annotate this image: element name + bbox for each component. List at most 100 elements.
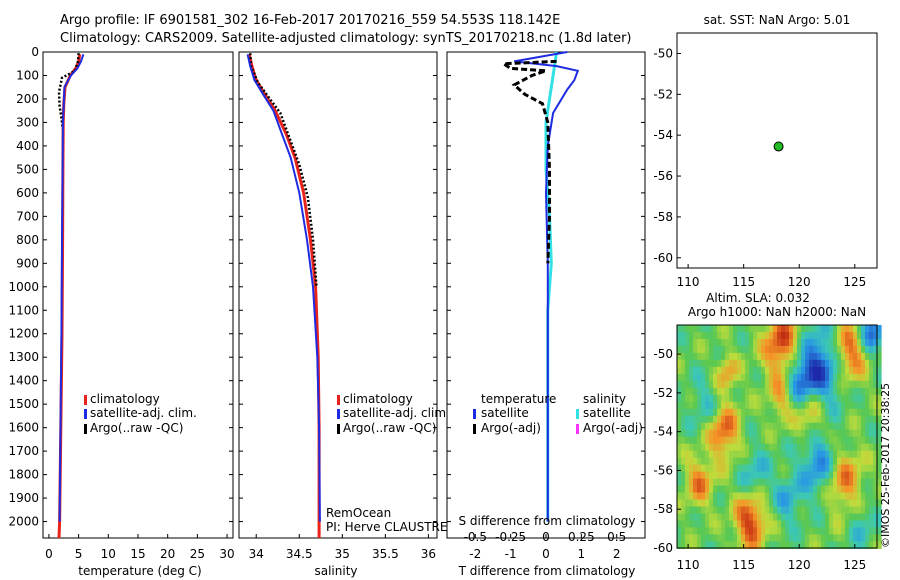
sla-cell bbox=[805, 534, 810, 542]
sla-cell bbox=[825, 373, 830, 382]
sla-cell bbox=[721, 339, 726, 347]
sla-cell bbox=[809, 492, 814, 501]
sla-cell bbox=[733, 513, 738, 522]
sla-cell bbox=[809, 436, 814, 445]
sla-cell bbox=[865, 408, 870, 417]
sla-cell bbox=[725, 352, 730, 361]
sla-cell bbox=[713, 457, 718, 466]
sla-cell bbox=[861, 499, 866, 508]
depth-tick-label: 600 bbox=[16, 186, 39, 200]
sla-cell bbox=[765, 415, 770, 424]
sla-cell bbox=[821, 325, 826, 333]
legend-swatch bbox=[337, 409, 340, 419]
sla-cell bbox=[733, 506, 738, 515]
sla-cell bbox=[793, 527, 798, 535]
sla-cell bbox=[797, 520, 802, 529]
sla-cell bbox=[769, 492, 774, 501]
sla-cell bbox=[869, 471, 874, 480]
sla-cell bbox=[857, 401, 862, 410]
sla-cell bbox=[713, 332, 718, 340]
sla-cell bbox=[733, 436, 738, 445]
sla-cell bbox=[761, 380, 766, 389]
sla-cell bbox=[689, 471, 694, 480]
sla-cell bbox=[773, 492, 778, 501]
sla-cell bbox=[717, 332, 722, 340]
sla-cell bbox=[857, 492, 862, 501]
sla-cell bbox=[821, 429, 826, 438]
sla-cell bbox=[693, 345, 698, 354]
sla-cell bbox=[841, 520, 846, 529]
sla-cell bbox=[789, 422, 794, 431]
sla-cell bbox=[725, 339, 730, 347]
sla-cell bbox=[749, 492, 754, 501]
x-tick-label: -1 bbox=[505, 547, 517, 561]
sla-cell bbox=[713, 325, 718, 333]
sla-cell bbox=[753, 485, 758, 494]
sla-cell bbox=[769, 534, 774, 542]
sla-cell bbox=[713, 394, 718, 403]
sla-cell bbox=[821, 394, 826, 403]
sla-cell bbox=[813, 464, 818, 473]
sla-cell bbox=[845, 485, 850, 494]
sla-cell bbox=[705, 359, 710, 368]
sla-cell bbox=[677, 345, 682, 354]
sla-cell bbox=[809, 373, 814, 382]
sla-cell bbox=[749, 471, 754, 480]
sla-cell bbox=[765, 408, 770, 417]
sla-cell bbox=[741, 436, 746, 445]
sla-cell bbox=[757, 332, 762, 340]
sla-cell bbox=[873, 429, 878, 438]
sla-cell bbox=[733, 464, 738, 473]
sla-cell bbox=[865, 520, 870, 529]
sla-cell bbox=[757, 513, 762, 522]
sla-cell bbox=[769, 429, 774, 438]
sla-cell bbox=[805, 345, 810, 354]
sla-cell bbox=[777, 408, 782, 417]
sla-cell bbox=[809, 464, 814, 473]
sla-cell bbox=[809, 520, 814, 529]
sla-cell bbox=[749, 401, 754, 410]
sla-cell bbox=[713, 492, 718, 501]
sla-cell bbox=[697, 492, 702, 501]
sla-cell bbox=[793, 541, 798, 549]
sla-cell bbox=[837, 373, 842, 382]
sla-cell bbox=[705, 373, 710, 382]
sla-cell bbox=[853, 359, 858, 368]
sla-cell bbox=[749, 325, 754, 333]
sla-cell bbox=[745, 380, 750, 389]
sla-cell bbox=[741, 506, 746, 515]
sla-cell bbox=[693, 436, 698, 445]
sla-cell bbox=[841, 352, 846, 361]
sla-cell bbox=[841, 443, 846, 452]
sla-cell bbox=[801, 339, 806, 347]
sla-cell bbox=[757, 450, 762, 459]
sla-cell bbox=[841, 464, 846, 473]
sla-cell bbox=[817, 499, 822, 508]
sla-cell bbox=[813, 415, 818, 424]
sla-cell bbox=[829, 408, 834, 417]
sla-cell bbox=[817, 325, 822, 333]
x-tick-label: 35 bbox=[335, 547, 350, 561]
sla-cell bbox=[721, 422, 726, 431]
sla-cell bbox=[869, 332, 874, 340]
sla-y-tick-label: -60 bbox=[653, 541, 673, 555]
sla-cell bbox=[845, 541, 850, 549]
depth-tick-label: 700 bbox=[16, 209, 39, 223]
sla-cell bbox=[837, 513, 842, 522]
sla-cell bbox=[725, 471, 730, 480]
sla-cell bbox=[817, 520, 822, 529]
sla-cell bbox=[693, 339, 698, 347]
sla-cell bbox=[853, 499, 858, 508]
sla-cell bbox=[781, 513, 786, 522]
sla-y-tick-label: -56 bbox=[653, 463, 673, 477]
sla-cell bbox=[873, 443, 878, 452]
sla-cell bbox=[733, 478, 738, 487]
sla-cell bbox=[773, 339, 778, 347]
sla-cell bbox=[877, 464, 882, 473]
sla-cell bbox=[825, 492, 830, 501]
sla-cell bbox=[765, 429, 770, 438]
sla-cell bbox=[821, 401, 826, 410]
sla-cell bbox=[825, 345, 830, 354]
sla-cell bbox=[873, 485, 878, 494]
sla-cell bbox=[717, 359, 722, 368]
